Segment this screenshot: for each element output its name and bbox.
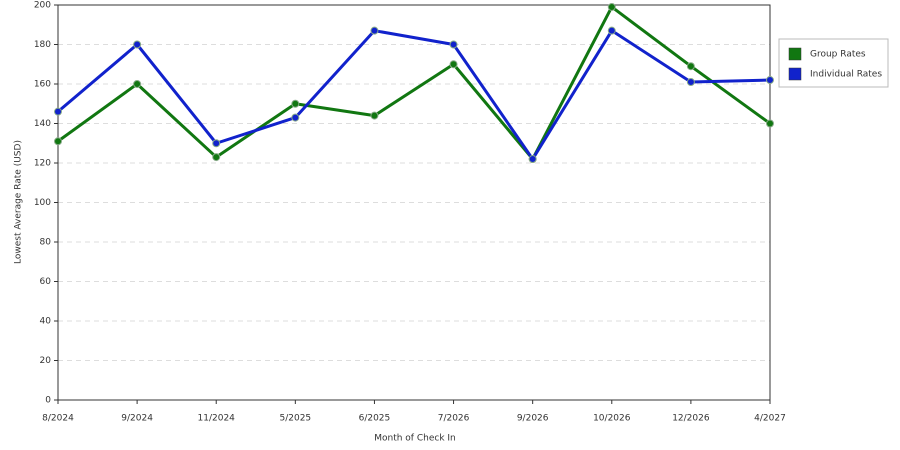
x-axis-label: Month of Check In xyxy=(374,434,456,444)
data-point xyxy=(133,80,142,88)
y-tick-label: 20 xyxy=(40,356,52,366)
data-point xyxy=(133,40,142,49)
x-tick-label: 4/2027 xyxy=(754,414,786,424)
data-point xyxy=(212,153,221,162)
y-tick-label: 40 xyxy=(40,317,52,327)
series-line xyxy=(57,5,771,161)
x-tick-label: 10/2026 xyxy=(593,414,631,424)
y-tick-label: 200 xyxy=(34,1,51,11)
y-tick-label: 60 xyxy=(40,277,52,287)
data-point xyxy=(54,137,62,146)
y-axis-label: Lowest Average Rate (USD) xyxy=(14,140,24,264)
y-tick-label: 100 xyxy=(34,198,51,208)
data-point xyxy=(291,99,300,108)
x-tick-label: 11/2024 xyxy=(198,414,236,424)
data-point xyxy=(686,78,695,87)
legend-swatch xyxy=(788,67,802,81)
series-line xyxy=(57,29,771,161)
data-point xyxy=(449,60,458,69)
y-tick-label: 140 xyxy=(34,119,51,129)
x-tick-label: 9/2026 xyxy=(517,414,549,424)
y-tick-label: 180 xyxy=(34,40,51,50)
data-point xyxy=(607,2,616,11)
data-point xyxy=(528,155,537,164)
data-point xyxy=(607,26,616,35)
data-point xyxy=(686,62,695,71)
legend-label: Individual Rates xyxy=(810,70,882,80)
x-tick-label: 8/2024 xyxy=(42,414,74,424)
x-tick-label: 12/2026 xyxy=(672,414,710,424)
x-tick-label: 7/2026 xyxy=(438,414,470,424)
y-tick-label: 120 xyxy=(34,159,51,169)
x-tick-label: 6/2025 xyxy=(359,414,391,424)
data-point xyxy=(54,107,62,116)
x-tick-label: 5/2025 xyxy=(279,414,311,424)
x-tick-label: 9/2024 xyxy=(121,414,153,424)
legend-swatch xyxy=(788,47,802,61)
y-tick-label: 160 xyxy=(34,80,51,90)
data-point xyxy=(766,76,774,85)
y-tick-label: 0 xyxy=(45,396,51,406)
plot-frame xyxy=(57,4,771,401)
y-tick-label: 80 xyxy=(40,238,52,248)
data-point xyxy=(212,139,221,148)
data-point xyxy=(370,111,379,120)
data-point xyxy=(766,119,774,128)
data-point xyxy=(449,40,458,49)
data-point xyxy=(370,26,379,35)
data-point xyxy=(291,113,300,122)
legend-label: Group Rates xyxy=(810,50,866,60)
